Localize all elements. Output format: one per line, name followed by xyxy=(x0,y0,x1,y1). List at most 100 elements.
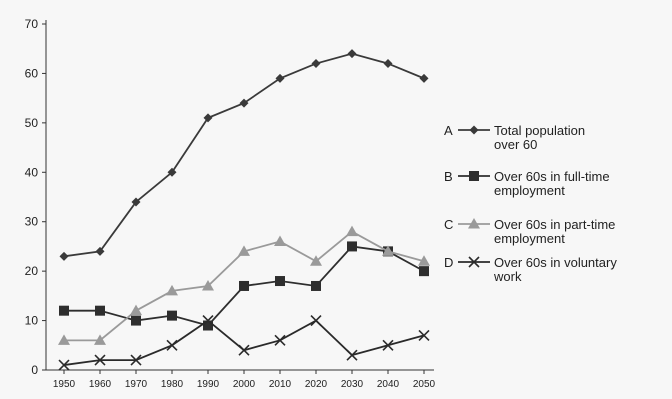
legend-marker xyxy=(468,256,480,268)
x-tick-label: 1970 xyxy=(125,379,148,390)
data-point xyxy=(131,315,141,326)
cross-stroke xyxy=(202,315,214,327)
y-tick-label: 50 xyxy=(25,116,39,130)
data-point xyxy=(58,334,70,345)
data-point xyxy=(167,167,177,177)
data-point xyxy=(95,305,105,316)
y-tick-label: 70 xyxy=(25,17,39,31)
cross-stroke xyxy=(274,334,286,346)
data-point xyxy=(346,225,358,237)
y-tick-label: 60 xyxy=(25,66,39,80)
series-line xyxy=(63,319,425,366)
data-point xyxy=(418,255,430,266)
series-d xyxy=(58,315,430,371)
legend-label: Over 60s in part-time xyxy=(494,217,615,232)
cross-stroke xyxy=(166,339,178,351)
data-point xyxy=(203,113,213,123)
legend-label: employment xyxy=(494,183,565,198)
y-ticks: 0 10 20 30 40 50 60 70 xyxy=(25,17,46,377)
legend-label: Over 60s in full-time xyxy=(494,169,610,184)
x-tick-label: 1950 xyxy=(53,379,76,390)
data-point xyxy=(275,276,285,287)
x-tick-label: 2030 xyxy=(341,379,364,390)
data-point xyxy=(419,266,429,277)
legend-label: employment xyxy=(494,231,565,246)
data-point xyxy=(130,304,142,316)
x-tick-label: 2000 xyxy=(233,379,256,390)
data-point xyxy=(419,73,429,83)
series-b xyxy=(59,241,429,331)
cross-stroke xyxy=(238,344,250,356)
cross-stroke xyxy=(94,354,106,366)
data-point xyxy=(275,73,285,83)
data-point xyxy=(310,315,322,327)
data-point xyxy=(130,354,142,366)
data-point xyxy=(347,49,357,59)
data-point xyxy=(166,284,178,296)
data-point xyxy=(418,329,430,341)
data-point xyxy=(202,279,214,291)
data-point xyxy=(383,59,393,69)
series-line xyxy=(63,52,425,258)
data-point xyxy=(95,246,105,256)
data-point xyxy=(346,349,358,361)
cross-stroke xyxy=(310,315,322,327)
data-point xyxy=(238,344,250,356)
data-point xyxy=(94,334,106,345)
data-point xyxy=(59,251,69,261)
data-point xyxy=(239,280,249,291)
data-point xyxy=(311,59,321,69)
cross-stroke xyxy=(382,339,394,351)
y-tick-label: 30 xyxy=(25,215,39,229)
data-point xyxy=(382,245,394,256)
data-point xyxy=(310,255,322,266)
data-point xyxy=(203,320,213,331)
legend-label: work xyxy=(493,269,522,284)
legend-label: Over 60s in voluntary xyxy=(494,255,617,270)
x-ticks: 1950 1960 1970 1980 1990 2000 2010 2020 2030 2040… xyxy=(53,370,436,390)
data-point xyxy=(239,98,249,108)
x-tick-label: 1990 xyxy=(197,379,220,390)
cross-stroke xyxy=(346,349,358,361)
data-point xyxy=(274,235,286,246)
data-point xyxy=(58,359,70,371)
x-tick-label: 1980 xyxy=(161,379,184,390)
data-point xyxy=(167,310,177,321)
data-point xyxy=(238,245,250,256)
data-point xyxy=(59,305,69,316)
y-tick-label: 40 xyxy=(25,165,39,179)
legend-letter: A xyxy=(444,123,453,138)
x-tick-label: 2050 xyxy=(413,379,436,390)
legend-label: Total population xyxy=(494,123,585,138)
axes xyxy=(45,20,434,371)
data-point xyxy=(166,339,178,351)
data-point xyxy=(274,334,286,346)
data-point xyxy=(94,354,106,366)
legend-letter: B xyxy=(444,169,453,184)
y-tick-label: 10 xyxy=(25,314,39,328)
legend-letter: C xyxy=(444,217,453,232)
cross-stroke xyxy=(130,354,142,366)
series-c xyxy=(58,225,430,345)
legend-marker xyxy=(468,218,480,229)
cross-stroke xyxy=(418,329,430,341)
x-tick-label: 1960 xyxy=(89,379,112,390)
x-tick-label: 2020 xyxy=(305,379,328,390)
cross-stroke xyxy=(468,256,480,268)
x-tick-label: 2010 xyxy=(269,379,292,390)
cross-stroke xyxy=(58,359,70,371)
y-tick-label: 0 xyxy=(31,363,38,377)
data-point xyxy=(382,339,394,351)
legend-marker xyxy=(469,125,479,135)
legend-letter: D xyxy=(444,255,453,270)
data-point xyxy=(347,241,357,252)
data-point xyxy=(202,315,214,327)
y-tick-label: 20 xyxy=(25,264,39,278)
